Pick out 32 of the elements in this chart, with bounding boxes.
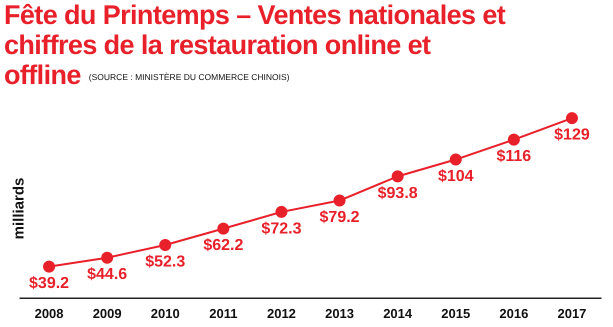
point: [275, 206, 288, 218]
point: [508, 134, 520, 146]
point: [159, 239, 172, 251]
data-label: $72.3: [261, 220, 302, 238]
x-tick-label: 2011: [209, 306, 238, 321]
x-tick-label: 2015: [441, 306, 470, 321]
point: [101, 252, 114, 264]
data-label: $52.3: [145, 253, 186, 270]
x-tick-label: 2010: [150, 306, 180, 321]
point: [566, 112, 578, 124]
point: [392, 170, 404, 182]
x-tick-label: 2014: [383, 306, 413, 321]
data-label: $129: [554, 126, 590, 144]
data-label: $104: [438, 168, 474, 185]
y-axis-title: milliards: [10, 178, 28, 240]
data-label: $44.6: [87, 266, 128, 284]
data-label: $39.2: [29, 275, 70, 292]
x-tick-label: 2008: [34, 306, 64, 321]
x-tick-label: 2017: [557, 306, 586, 321]
data-label: $93.8: [378, 184, 418, 202]
point: [450, 154, 462, 166]
x-tick-label: 2009: [92, 306, 122, 321]
x-tick-label: 2012: [266, 306, 296, 321]
x-tick-label: 2013: [325, 306, 354, 321]
chart-subtitle: (SOURCE : MINISTÈRE DU COMMERCE CHINOIS): [88, 72, 290, 82]
x-tick-label: 2016: [499, 306, 528, 321]
point: [334, 194, 346, 207]
point: [217, 222, 230, 235]
data-label: $62.2: [203, 237, 244, 254]
point: [43, 260, 56, 273]
data-label: $116: [496, 148, 532, 166]
data-label: $79.2: [320, 208, 360, 226]
